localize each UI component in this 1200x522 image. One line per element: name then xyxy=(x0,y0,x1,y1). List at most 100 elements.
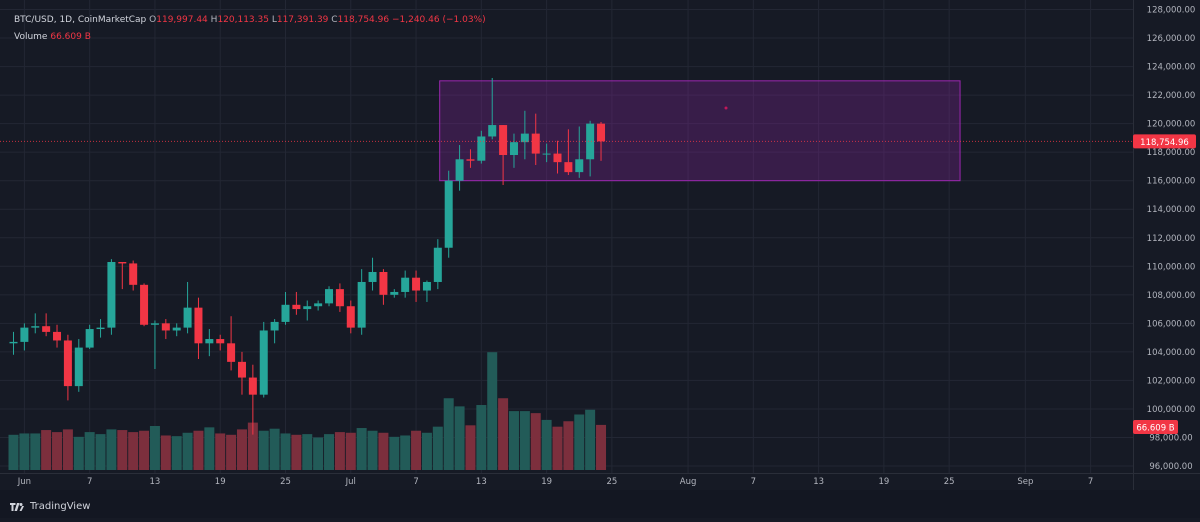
candle-body xyxy=(325,289,334,304)
volume-bar xyxy=(52,432,63,470)
volume-bar xyxy=(204,427,215,470)
price-tick-label: 106,000.00 xyxy=(1147,319,1196,329)
price-tick-label: 120,000.00 xyxy=(1147,120,1196,130)
time-tick-label: 7 xyxy=(1088,477,1093,487)
price-tick-label: 128,000.00 xyxy=(1147,6,1196,16)
volume-bar xyxy=(41,430,52,470)
price-tick-label: 124,000.00 xyxy=(1147,63,1196,73)
volume-bar xyxy=(280,433,291,470)
time-axis-labels: Jun 7 13 19 25 Jul 7 13 19 25 Aug 7 13 19 25 Sep 7 xyxy=(17,477,1094,487)
volume-bar xyxy=(530,413,541,470)
candle-body xyxy=(433,247,442,282)
candle-body xyxy=(455,159,464,181)
interval-label[interactable]: 1D xyxy=(59,15,73,25)
candle-body xyxy=(129,263,138,285)
candle-body xyxy=(531,133,540,154)
price-tick-label: 122,000.00 xyxy=(1147,91,1196,101)
volume-bar xyxy=(476,405,487,470)
volume-bar xyxy=(236,429,247,470)
symbol-label[interactable]: BTC/USD xyxy=(14,15,54,25)
candle-body xyxy=(292,304,301,310)
volume-bar xyxy=(454,406,465,470)
candle-body xyxy=(42,326,51,332)
time-tick-label: 7 xyxy=(751,477,756,487)
volume-bar xyxy=(149,425,160,470)
volume-bar xyxy=(443,398,454,470)
time-tick-label: Jul xyxy=(345,477,356,487)
candle-body xyxy=(346,306,355,328)
time-tick-label: 7 xyxy=(413,477,418,487)
volume-bar xyxy=(596,424,607,470)
price-tick-label: 102,000.00 xyxy=(1147,376,1196,386)
volume-bar xyxy=(432,426,443,470)
candle-body xyxy=(74,347,83,387)
volume-bar xyxy=(313,437,324,470)
volume-bar xyxy=(519,411,530,470)
volume-bar xyxy=(389,436,400,470)
price-tick-label: 98,000.00 xyxy=(1149,433,1192,443)
volume-badge-label: 66.609 B xyxy=(1136,424,1174,434)
candle-body xyxy=(575,159,584,173)
time-tick-label: Sep xyxy=(1017,477,1033,487)
price-tick-label: 118,000.00 xyxy=(1147,148,1196,158)
volume-bar xyxy=(465,425,476,470)
time-tick-label: Aug xyxy=(680,477,697,487)
candle-body xyxy=(53,331,62,341)
price-tick-label: 110,000.00 xyxy=(1147,262,1196,272)
volume-bar xyxy=(106,429,117,470)
candle-body xyxy=(477,136,486,161)
volume-bars xyxy=(8,352,607,470)
volume-bar xyxy=(552,426,563,470)
candle-body xyxy=(564,162,573,173)
close-label: C xyxy=(331,15,338,25)
price-tick-label: 126,000.00 xyxy=(1147,34,1196,44)
chart-legend: BTC/USD, 1D, CoinMarketCap O119,997.44 H… xyxy=(14,12,486,46)
candle-body xyxy=(444,180,453,248)
candle-body xyxy=(357,281,366,328)
volume-bar xyxy=(182,432,193,470)
low-label: L xyxy=(271,15,277,25)
volume-bar xyxy=(19,433,30,470)
candle-body xyxy=(466,159,475,161)
candle-body xyxy=(259,330,268,395)
candle-body xyxy=(194,307,203,344)
price-tick-label: 114,000.00 xyxy=(1147,205,1196,215)
ohlc-row: BTC/USD, 1D, CoinMarketCap O119,997.44 H… xyxy=(14,15,486,25)
volume-bar xyxy=(215,433,226,470)
time-tick-label: 25 xyxy=(606,477,617,487)
candle-body xyxy=(107,262,116,328)
candle-body xyxy=(9,341,18,344)
candle-body xyxy=(118,262,127,264)
rectangle-center-dot xyxy=(724,106,728,110)
time-tick-label: 13 xyxy=(476,477,487,487)
price-tick-label: 116,000.00 xyxy=(1147,177,1196,187)
volume-bar xyxy=(160,435,171,470)
volume-bar xyxy=(324,434,335,470)
tradingview-logo-icon xyxy=(10,502,24,511)
tradingview-brand[interactable]: TradingView xyxy=(10,501,90,512)
volume-bar xyxy=(117,430,128,470)
candle-body xyxy=(140,284,149,325)
candle-body xyxy=(499,125,508,156)
volume-bar xyxy=(139,430,150,470)
close-value: 118,754.96 xyxy=(337,15,390,25)
range-rectangle xyxy=(439,80,961,182)
volume-bar xyxy=(30,433,41,470)
volume-bar xyxy=(258,430,269,470)
volume-bar xyxy=(498,398,509,470)
volume-bar xyxy=(8,434,19,470)
candle-body xyxy=(150,323,159,325)
time-tick-label: 25 xyxy=(280,477,291,487)
volume-label: Volume xyxy=(14,32,48,42)
candle-body xyxy=(335,289,344,307)
candle-body xyxy=(597,123,606,142)
volume-bar xyxy=(226,434,237,470)
candle-body xyxy=(422,281,431,291)
volume-bar xyxy=(247,422,258,470)
volume-bar xyxy=(128,432,139,470)
candle-body xyxy=(227,343,236,362)
candle-body xyxy=(63,340,72,387)
volume-bar xyxy=(334,432,345,470)
